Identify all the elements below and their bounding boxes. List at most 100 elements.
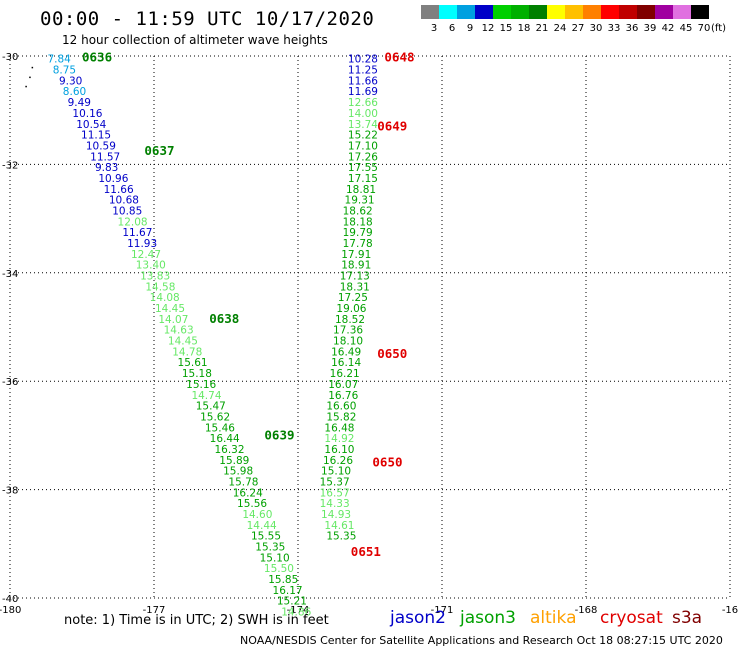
satellite-name: altika	[530, 608, 577, 628]
wave-height-label: 16.57	[320, 487, 350, 499]
wave-height-label: 18.10	[333, 336, 363, 348]
pass-time-label: 0637	[144, 143, 174, 158]
legend-label: 18	[517, 23, 531, 34]
wave-height-label: 8.75	[53, 65, 76, 77]
lat-tick-label: -36	[2, 377, 18, 388]
legend-label: 3	[430, 23, 438, 34]
credit-footer: NOAA/NESDIS Center for Satellite Applica…	[240, 634, 723, 647]
wave-height-label: 11.15	[81, 130, 111, 142]
wave-height-label: 14.74	[191, 390, 221, 402]
legend-swatch	[529, 5, 547, 19]
wave-height-label: 13.83	[140, 271, 170, 283]
wave-height-label: 19.06	[336, 303, 366, 315]
wave-height-label: 11.69	[348, 86, 378, 98]
wave-height-label: 16.48	[324, 422, 354, 434]
legend-swatch	[457, 5, 475, 19]
wave-height-label: 10.28	[348, 54, 378, 66]
lon-tick-label: -174	[287, 605, 310, 616]
wave-height-label: 11.25	[348, 65, 378, 77]
wave-height-label: 14.00	[348, 108, 378, 120]
legend-swatch	[619, 5, 637, 19]
wave-height-label: 17.10	[348, 140, 378, 152]
legend-swatch	[691, 5, 709, 19]
legend-label: 9	[466, 23, 474, 34]
legend-swatch	[475, 5, 493, 19]
satellite-name: cryosat	[600, 608, 663, 628]
wave-height-label: 15.78	[228, 476, 258, 488]
wave-height-label: 17.78	[343, 238, 373, 250]
legend-label: 36	[625, 23, 639, 34]
data-dot	[31, 66, 34, 69]
wave-height-label: 18.91	[341, 260, 371, 272]
legend-label: 15	[499, 23, 513, 34]
wave-height-label: 12.47	[131, 249, 161, 261]
pass-time-label: 0648	[384, 50, 414, 65]
legend-swatch	[601, 5, 619, 19]
legend-swatch	[637, 5, 655, 19]
wave-height-label: 9.83	[95, 162, 118, 174]
wave-height-label: 13.74	[348, 119, 378, 131]
wave-height-label: 18.81	[346, 184, 376, 196]
wave-height-label: 19.31	[345, 195, 375, 207]
wave-height-label: 14.08	[150, 292, 180, 304]
legend-label: 33	[607, 23, 621, 34]
pass-time-label: 0650	[372, 455, 402, 470]
legend-label: 30	[589, 23, 603, 34]
legend-label: 42	[661, 23, 675, 34]
wave-height-label: 15.37	[320, 476, 350, 488]
wave-height-label: 18.52	[335, 314, 365, 326]
legend-unit: (ft)	[711, 23, 727, 34]
wave-height-label: 16.44	[210, 433, 240, 445]
lon-tick-label: -171	[431, 605, 454, 616]
pass-time-label: 0651	[351, 544, 381, 559]
wave-height-label: 14.60	[242, 509, 272, 521]
legend-label: 6	[448, 23, 456, 34]
satellite-name: s3a	[672, 608, 703, 628]
pass-time-label: 0639	[264, 427, 294, 442]
wave-height-label: 15.10	[321, 466, 351, 478]
wave-height-label: 17.25	[338, 292, 368, 304]
wave-height-label: 13.40	[136, 260, 166, 272]
legend-swatch	[511, 5, 529, 19]
wave-height-label: 10.96	[98, 173, 128, 185]
wave-height-label: 15.46	[205, 422, 235, 434]
wave-height-label: 15.35	[326, 531, 356, 543]
wave-height-label: 15.85	[268, 574, 298, 586]
wave-height-label: 14.58	[145, 281, 175, 293]
wave-height-label: 16.60	[326, 401, 356, 413]
legend-label: 12	[481, 23, 495, 34]
wave-height-label: 15.82	[326, 411, 356, 423]
wave-height-label: 17.15	[348, 173, 378, 185]
units-note: note: 1) Time is in UTC; 2) SWH is in fe…	[64, 613, 329, 628]
satellite-name: jason3	[460, 608, 516, 628]
legend-label: 24	[553, 23, 567, 34]
legend-swatch	[421, 5, 439, 19]
wave-height-label: 15.18	[182, 368, 212, 380]
wave-height-label: 17.13	[340, 271, 370, 283]
wave-height-label: 16.10	[324, 444, 354, 456]
pass-time-label: 0649	[377, 118, 407, 133]
wave-height-label: 8.60	[63, 86, 86, 98]
data-dot	[25, 85, 27, 88]
wave-height-label: 17.55	[348, 162, 378, 174]
wave-height-label: 10.68	[109, 195, 139, 207]
wave-height-label: 15.50	[264, 563, 294, 575]
legend-swatch	[439, 5, 457, 19]
pass-time-label: 0638	[209, 311, 239, 326]
wave-height-label: 14.92	[324, 433, 354, 445]
wave-height-label: 14.86	[281, 607, 311, 619]
satellite-name: jason2	[390, 608, 446, 628]
wave-height-label: 16.49	[331, 346, 361, 358]
wave-height-label: 10.16	[72, 108, 102, 120]
wave-height-label: 15.35	[255, 542, 285, 554]
wave-height-label: 16.21	[330, 368, 360, 380]
wave-height-label: 9.30	[59, 75, 82, 87]
lon-tick-label: -168	[575, 605, 598, 616]
wave-height-label: 15.61	[178, 357, 208, 369]
lat-tick-label: -34	[2, 269, 18, 280]
lon-tick-label: -16	[722, 605, 738, 616]
wave-height-label: 16.07	[328, 379, 358, 391]
wave-height-label: 18.31	[340, 281, 370, 293]
wave-height-label: 15.56	[237, 498, 267, 510]
